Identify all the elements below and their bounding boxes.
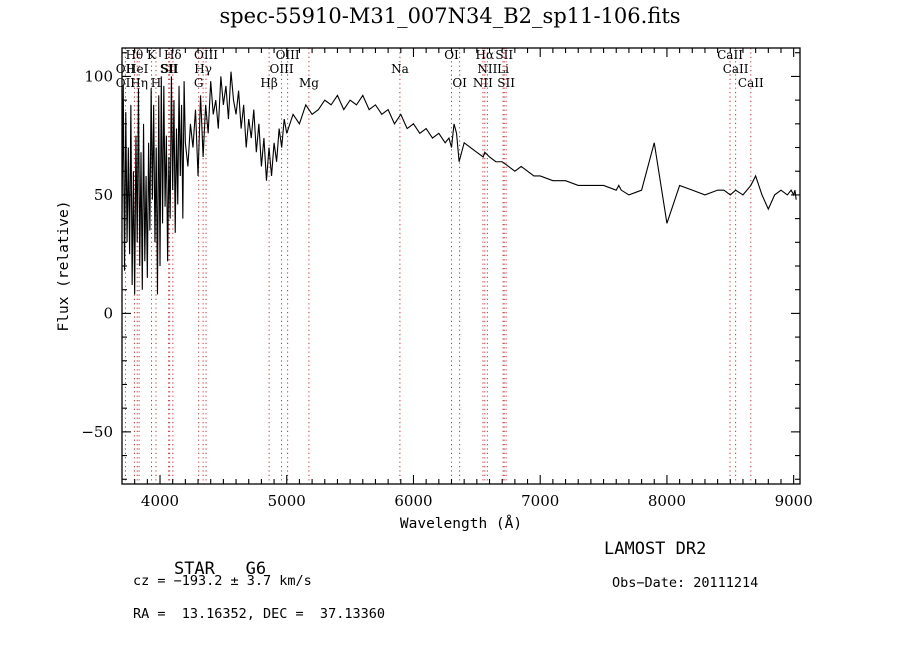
spectral-line-label: SII [495, 48, 513, 62]
spectral-line-label: NII [477, 62, 497, 76]
plot-frame [121, 47, 801, 485]
spectral-line-label: Na [391, 62, 409, 76]
y-tick-label: 0 [103, 304, 113, 322]
spectral-line-labels: OIIOIIHθHηHeIKHSIIHδSIIGHγOIIIHβOIIIOIII… [116, 48, 764, 90]
spectral-line-label: Hδ [164, 48, 182, 62]
spectral-line-label: HeI [126, 62, 149, 76]
spectral-line-label: SII [161, 62, 179, 76]
y-tick-label: 100 [84, 67, 113, 85]
x-tick-label: 6000 [394, 492, 432, 510]
object-type-label: STAR G6 [173, 559, 267, 579]
spectral-line-label: OIII [270, 62, 294, 76]
spectral-line-label: Hθ [126, 48, 144, 62]
spectral-line-label: Mg [299, 76, 319, 90]
spectrum-trace [121, 71, 797, 295]
y-tick-label: −50 [81, 423, 113, 441]
spectral-line-label: Hη [130, 76, 148, 90]
redshift-velocity-label: cz = −193.2 ± 3.7 km/s [133, 573, 312, 589]
spectral-line-label: Hγ [194, 62, 212, 76]
spectral-line-label: H [151, 76, 161, 90]
spectral-line-label: OII [116, 76, 136, 90]
spectral-line-label: CaII [717, 48, 743, 62]
spectral-line-label: Hβ [260, 76, 277, 90]
axis-ticks: 4000 5000 6000 7000 8000 9000 100 50 0 −50 [81, 48, 813, 510]
obs-date-label: Obs−Date: 20111214 [612, 575, 759, 591]
spectral-line-label: SII [497, 76, 515, 90]
x-tick-label: 4000 [141, 492, 179, 510]
x-axis-label: Wavelength (Å) [400, 515, 522, 532]
page-title: spec-55910-M31_007N34_B2_sp11-106.fits [219, 4, 681, 28]
x-tick-label: 9000 [775, 492, 813, 510]
spectral-line-label: Hα [476, 48, 495, 62]
y-tick-label: 50 [94, 186, 113, 204]
spectral-line-label: K [147, 48, 157, 62]
spectral-line-label: CaII [723, 62, 749, 76]
spectral-line-label: OII [116, 62, 136, 76]
spectral-line-label: OIII [194, 48, 218, 62]
spectral-line-label: G [194, 76, 204, 90]
spectral-line-label: CaII [738, 76, 764, 90]
y-axis-label: Flux (relative) [56, 201, 72, 332]
coordinates-label: RA = 13.16352, DEC = 37.13360 [133, 606, 385, 622]
spectral-line-label: OIII [276, 48, 300, 62]
x-tick-label: 5000 [268, 492, 306, 510]
x-tick-label: 8000 [648, 492, 686, 510]
survey-label: LAMOST DR2 [604, 539, 707, 559]
spectral-line-label: OI [444, 48, 459, 62]
spectral-line-label: OI [452, 76, 467, 90]
x-tick-label: 7000 [521, 492, 559, 510]
spectral-line-label: NII [473, 76, 493, 90]
spectral-line-label: SII [160, 62, 178, 76]
spectral-line-label: Li [497, 62, 509, 76]
